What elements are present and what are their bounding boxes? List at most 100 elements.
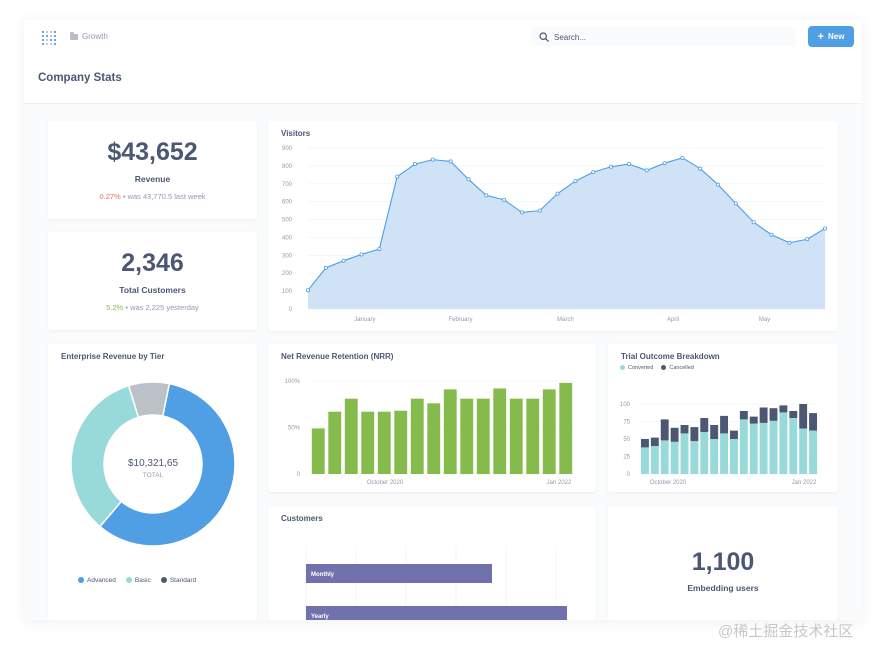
y-tick-label: 0 — [289, 307, 293, 313]
x-tick-label: Jan 2022 — [547, 480, 572, 486]
visitors-point — [662, 161, 667, 166]
revenue-label: Revenue — [134, 174, 171, 184]
legend-label: Cancelled — [669, 365, 694, 371]
visitors-card[interactable]: Visitors 0 100 200 300 400 500 600 700 800 900 Jan… — [268, 121, 838, 331]
nrr-bar — [493, 388, 507, 474]
trial-legend: Converted Cancelled — [620, 365, 694, 371]
visitors-point — [609, 164, 614, 169]
new-button[interactable]: + New — [808, 26, 854, 47]
breadcrumb[interactable]: Growth — [70, 31, 108, 41]
x-tick-label: October 2020 — [650, 480, 687, 486]
dashboard-shell: Growth Search... + New Company Stats $43… — [24, 20, 862, 620]
visitors-title: Visitors — [281, 129, 311, 138]
cancelled-bar — [720, 415, 729, 434]
x-tick-label: January — [354, 317, 375, 323]
legend-dot — [125, 577, 132, 584]
y-tick-label: 50 — [623, 437, 630, 443]
search-icon — [539, 32, 549, 42]
donut-total-value: $10,321,65 — [128, 458, 178, 469]
embedding-value: 1,100 — [691, 548, 755, 576]
visitors-point — [377, 247, 382, 252]
customers-label: Total Customers — [119, 285, 186, 295]
search-placeholder: Search... — [554, 32, 587, 42]
cancelled-bar — [660, 419, 669, 441]
cancelled-bar — [789, 411, 798, 418]
y-tick-label: 75 — [623, 420, 630, 426]
page-title: Company Stats — [38, 72, 122, 84]
x-tick-label: Jan 2022 — [792, 480, 817, 486]
cancelled-bar — [759, 407, 768, 423]
customers-bar — [306, 606, 567, 620]
enterprise-revenue-card[interactable]: Enterprise Revenue by Tier $10,321,65 TOT… — [48, 344, 257, 620]
donut-slice-advanced — [98, 382, 236, 547]
cancelled-bar — [769, 408, 778, 421]
visitors-line — [307, 157, 826, 291]
converted-bar — [739, 419, 748, 474]
cancelled-bar — [809, 413, 818, 431]
legend-dot — [661, 365, 667, 371]
legend-label: Advanced — [87, 577, 116, 584]
total-customers-card[interactable]: 2,346 Total Customers 5.2% • was 2,225 y… — [48, 232, 257, 330]
visitors-point — [359, 252, 364, 257]
visitors-point — [502, 197, 507, 202]
trial-outcome-card[interactable]: Trial Outcome Breakdown Converted Cancel… — [608, 344, 838, 492]
visitors-point — [626, 162, 631, 167]
embedding-users-card[interactable]: 1,100 Embedding users — [608, 506, 838, 620]
cancelled-bar — [680, 425, 689, 434]
legend-converted[interactable]: Converted — [620, 365, 653, 371]
visitors-point — [680, 155, 685, 160]
converted-bar — [650, 446, 659, 474]
converted-bar — [769, 420, 778, 474]
nrr-bar — [410, 398, 424, 474]
y-tick-label: 0 — [627, 472, 631, 478]
y-tick-label: 25 — [623, 455, 630, 461]
y-tick-label: 100 — [282, 289, 293, 295]
search-input[interactable]: Search... — [531, 27, 796, 47]
cancelled-bar — [749, 416, 758, 424]
revenue-card[interactable]: $43,652 Revenue 0.27% • was 43,770.5 las… — [48, 121, 257, 219]
top-bar: Growth Search... + New Company Stats — [24, 20, 862, 104]
legend-standard[interactable]: Standard — [160, 577, 196, 584]
visitors-point — [306, 288, 311, 293]
y-tick-label: 200 — [282, 271, 293, 277]
cancelled-bar — [640, 439, 649, 448]
legend-label: Converted — [628, 365, 654, 371]
folder-icon — [70, 31, 78, 40]
converted-bar — [789, 418, 798, 474]
customers-chart-card[interactable]: Customers Monthly Yearly — [268, 506, 596, 620]
enterprise-revenue-donut: $10,321,65 TOTAL — [70, 381, 236, 547]
nrr-bar — [394, 410, 408, 474]
y-tick-label: 700 — [282, 182, 293, 188]
nrr-card[interactable]: Net Revenue Retention (NRR) 0 50% 100% Octo… — [268, 344, 596, 492]
y-tick-label: 600 — [282, 200, 293, 206]
cancelled-bar — [799, 404, 808, 429]
visitors-point — [769, 232, 774, 237]
cancelled-bar — [710, 425, 719, 439]
visitors-point — [823, 226, 828, 231]
x-tick-label: March — [557, 317, 574, 323]
visitors-point — [805, 237, 810, 242]
converted-bar — [680, 433, 689, 474]
customers-chart-title: Customers — [281, 514, 323, 523]
legend-cancelled[interactable]: Cancelled — [661, 365, 694, 371]
legend-advanced[interactable]: Advanced — [78, 577, 116, 584]
y-tick-label: 900 — [282, 146, 293, 152]
y-tick-label: 50% — [288, 426, 301, 432]
visitors-point — [698, 166, 703, 171]
cancelled-bar — [739, 411, 748, 420]
legend-dot — [160, 577, 167, 584]
bullet-separator: • — [122, 192, 126, 201]
cancelled-bar — [690, 427, 699, 442]
legend-basic[interactable]: Basic — [125, 577, 151, 584]
legend-dot — [620, 365, 625, 371]
legend-dot — [78, 577, 84, 584]
new-button-label: New — [827, 32, 845, 41]
converted-bar — [749, 423, 758, 474]
bullet-separator: • — [125, 303, 128, 312]
x-tick-label: February — [449, 317, 473, 323]
converted-bar — [809, 430, 818, 474]
y-tick-label: 0 — [297, 472, 301, 478]
app-logo[interactable] — [41, 30, 57, 46]
nrr-bar — [526, 398, 540, 474]
customers-change: 5.2% — [106, 303, 124, 312]
